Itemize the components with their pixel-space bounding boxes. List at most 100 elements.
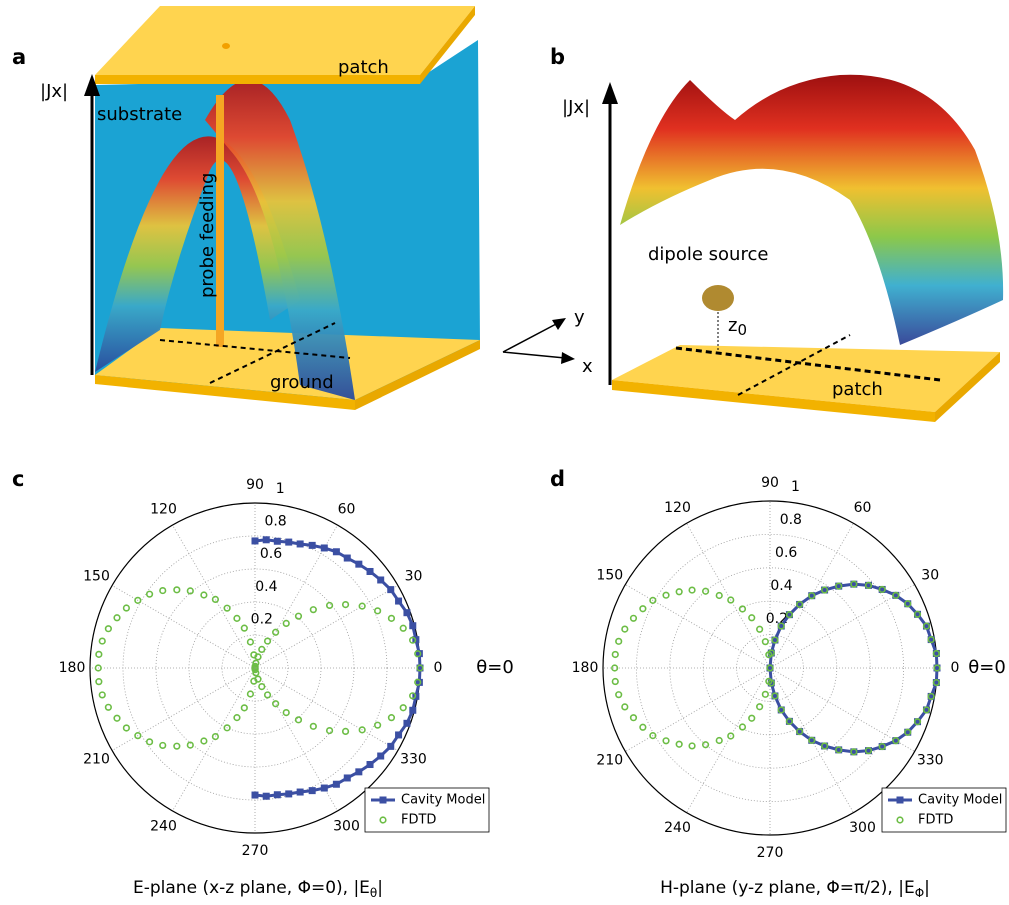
- marker: [640, 724, 646, 730]
- axis-x: [503, 352, 565, 358]
- angle-tick-label: 150: [83, 569, 110, 585]
- marker: [387, 743, 394, 750]
- angle-tick-label: 180: [59, 660, 86, 676]
- angle-tick-label: 60: [338, 502, 356, 518]
- grid-spoke: [255, 668, 398, 751]
- marker: [114, 615, 120, 621]
- caption-end: |: [924, 878, 930, 898]
- marker: [740, 724, 746, 730]
- current-surface: [620, 75, 1003, 345]
- marker: [160, 743, 166, 749]
- grid-spoke: [255, 586, 398, 669]
- marker: [367, 568, 374, 575]
- marker: [367, 761, 374, 768]
- marker: [321, 544, 328, 551]
- panel-b: b |Jx| dipole source z0 patch y x: [503, 45, 1003, 422]
- marker: [274, 791, 281, 798]
- angle-tick-label: 0: [951, 660, 960, 676]
- caption-subscript: Φ: [915, 886, 924, 900]
- radial-tick-label: 0.4: [255, 579, 277, 595]
- angle-tick-label: 180: [572, 660, 599, 676]
- marker: [375, 722, 381, 728]
- angle-tick-label: 120: [664, 500, 691, 516]
- marker: [333, 548, 340, 555]
- marker: [263, 536, 270, 543]
- marker: [321, 785, 328, 792]
- marker: [327, 728, 333, 734]
- grid-spoke: [687, 523, 771, 668]
- marker: [147, 591, 153, 597]
- angle-tick-label: 30: [921, 568, 939, 584]
- caption-subscript: θ: [370, 886, 377, 900]
- legend-marker: [380, 797, 387, 804]
- marker: [311, 724, 317, 730]
- marker: [99, 692, 105, 698]
- panel-letter: a: [12, 45, 26, 69]
- marker: [285, 539, 292, 546]
- marker: [96, 679, 102, 685]
- grid-spoke: [625, 585, 770, 669]
- marker: [389, 715, 395, 721]
- angle-tick-label: 90: [761, 475, 779, 491]
- marker: [188, 588, 194, 594]
- radial-tick-label: 0.2: [251, 611, 273, 627]
- marker: [252, 792, 259, 799]
- marker: [631, 715, 637, 721]
- grid-spoke: [625, 668, 770, 752]
- marker: [160, 588, 166, 594]
- label: ground: [270, 372, 334, 393]
- marker: [344, 774, 351, 781]
- marker: [265, 692, 271, 698]
- grid-spoke: [687, 668, 771, 813]
- marker: [343, 602, 349, 608]
- caption: H-plane (y-z plane, Φ=π/2), |EΦ|: [660, 878, 930, 900]
- marker: [213, 597, 219, 603]
- marker: [757, 704, 763, 710]
- marker: [409, 622, 416, 629]
- marker: [343, 729, 349, 735]
- legend-label: FDTD: [918, 813, 953, 828]
- annotation: θ=0: [968, 657, 1006, 678]
- caption-text: E-plane (x-z plane, Φ=0), |E: [133, 878, 370, 898]
- axis-label: |Jx|: [40, 81, 68, 102]
- angle-tick-label: 300: [849, 820, 876, 836]
- grid-spoke: [112, 586, 255, 669]
- marker: [631, 616, 637, 622]
- axis-label: |Jx|: [562, 97, 590, 118]
- marker: [395, 731, 402, 738]
- marker: [703, 742, 709, 748]
- marker: [114, 715, 120, 721]
- marker: [622, 704, 628, 710]
- marker: [395, 598, 402, 605]
- marker: [612, 679, 618, 685]
- angle-tick-label: 330: [400, 752, 427, 768]
- axis-label: x: [582, 356, 593, 377]
- radial-tick-label: 0.4: [770, 578, 792, 594]
- label: probe feeding: [197, 173, 218, 298]
- marker: [242, 705, 248, 711]
- annotation: θ=0: [476, 657, 514, 678]
- z-subscript: 0: [737, 321, 747, 339]
- caption-text: H-plane (y-z plane, Φ=π/2), |E: [660, 878, 915, 898]
- marker: [234, 715, 240, 721]
- angle-tick-label: 240: [664, 820, 691, 836]
- marker: [333, 781, 340, 788]
- marker: [265, 638, 271, 644]
- marker: [174, 743, 180, 749]
- radial-tick-label: 0.8: [264, 513, 286, 529]
- label: patch: [338, 57, 389, 78]
- marker: [716, 738, 722, 744]
- marker: [309, 542, 316, 549]
- angle-tick-label: 270: [242, 843, 269, 859]
- marker: [400, 625, 406, 631]
- marker: [259, 647, 265, 653]
- marker: [749, 715, 755, 721]
- radial-tick-label: 1: [791, 479, 800, 495]
- patch-plate: [95, 6, 475, 75]
- marker: [99, 638, 105, 644]
- label: z0: [728, 315, 747, 339]
- angle-tick-label: 240: [150, 818, 177, 834]
- marker: [355, 768, 362, 775]
- marker: [616, 639, 622, 645]
- marker: [242, 625, 248, 631]
